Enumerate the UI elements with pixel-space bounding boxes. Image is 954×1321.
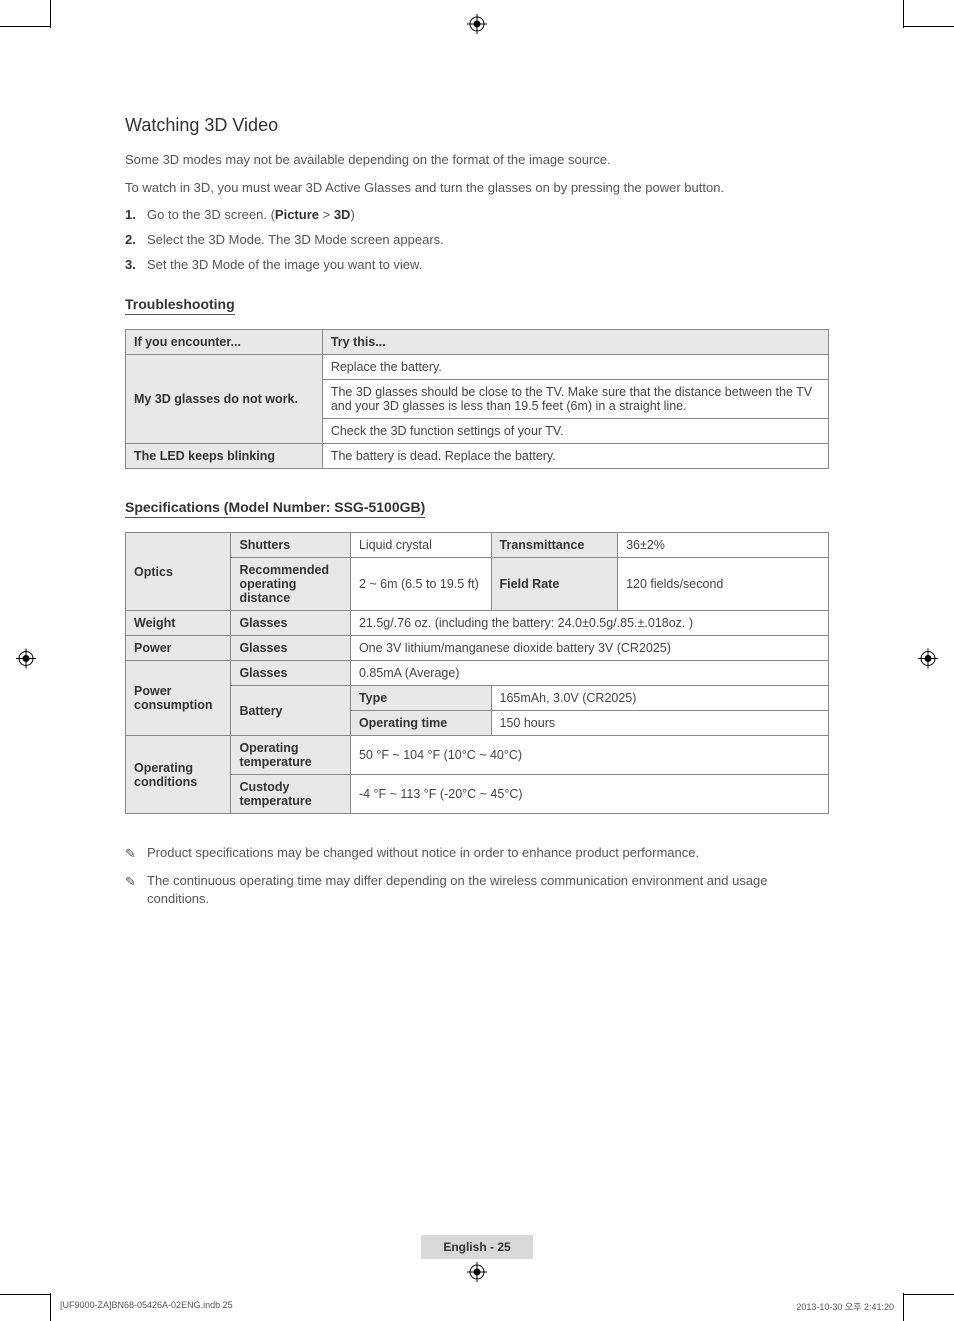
doc-meta-right: 2013-10-30 오후 2:41:20 — [796, 1300, 894, 1313]
note-icon: ✎ — [125, 873, 136, 891]
table-cell: The 3D glasses should be close to the TV… — [322, 380, 828, 419]
table-cell: 150 hours — [491, 711, 828, 736]
table-row-label: Type — [350, 686, 491, 711]
table-row-label: Power consumption — [126, 661, 231, 736]
table-row-label: Shutters — [231, 533, 351, 558]
table-cell: The battery is dead. Replace the battery… — [322, 444, 828, 469]
step-text: Set the 3D Mode of the image you want to… — [147, 257, 422, 272]
note-icon: ✎ — [125, 845, 136, 863]
step-number: 2. — [125, 232, 136, 247]
crop-mark — [0, 26, 50, 27]
table-cell: Liquid crystal — [350, 533, 491, 558]
note-text: Product specifications may be changed wi… — [147, 845, 699, 860]
intro-paragraph: Some 3D modes may not be available depen… — [125, 150, 829, 170]
page-content: Watching 3D Video Some 3D modes may not … — [0, 0, 954, 979]
step-item: 1. Go to the 3D screen. (Picture > 3D) — [125, 207, 829, 222]
step-item: 3. Set the 3D Mode of the image you want… — [125, 257, 829, 272]
step-text: Go to the 3D screen. (Picture > 3D) — [147, 207, 355, 222]
table-row-label: Optics — [126, 533, 231, 611]
table-cell: Replace the battery. — [322, 355, 828, 380]
table-row-label: My 3D glasses do not work. — [126, 355, 323, 444]
table-cell: 0.85mA (Average) — [350, 661, 828, 686]
crop-mark — [903, 0, 904, 28]
notes-list: ✎ Product specifications may be changed … — [125, 844, 829, 909]
table-header: Try this... — [322, 330, 828, 355]
table-row-label: Glasses — [231, 611, 351, 636]
table-cell: Check the 3D function settings of your T… — [322, 419, 828, 444]
document-meta: [UF9000-ZA]BN68-05426A-02ENG.indb 25 201… — [60, 1300, 894, 1313]
doc-meta-left: [UF9000-ZA]BN68-05426A-02ENG.indb 25 — [60, 1300, 233, 1313]
step-text: Select the 3D Mode. The 3D Mode screen a… — [147, 232, 444, 247]
table-header: If you encounter... — [126, 330, 323, 355]
section-title: Watching 3D Video — [125, 115, 829, 136]
table-cell: -4 °F ~ 113 °F (-20°C ~ 45°C) — [350, 775, 828, 814]
table-cell: 2 ~ 6m (6.5 to 19.5 ft) — [350, 558, 491, 611]
table-row-label: Operating temperature — [231, 736, 351, 775]
table-cell: 120 fields/second — [618, 558, 829, 611]
crop-mark — [50, 0, 51, 28]
table-row-label: Battery — [231, 686, 351, 736]
page-number: English - 25 — [421, 1235, 532, 1259]
table-row-label: Operating time — [350, 711, 491, 736]
table-row-label: Field Rate — [491, 558, 618, 611]
specifications-heading: Specifications (Model Number: SSG-5100GB… — [125, 499, 425, 518]
table-row-label: The LED keeps blinking — [126, 444, 323, 469]
crop-mark — [904, 1294, 954, 1295]
table-cell: 165mAh, 3.0V (CR2025) — [491, 686, 828, 711]
table-row-label: Glasses — [231, 661, 351, 686]
table-row-label: Transmittance — [491, 533, 618, 558]
table-row-label: Operating conditions — [126, 736, 231, 814]
table-row-label: Recommended operating distance — [231, 558, 351, 611]
steps-list: 1. Go to the 3D screen. (Picture > 3D) 2… — [125, 207, 829, 272]
step-item: 2. Select the 3D Mode. The 3D Mode scree… — [125, 232, 829, 247]
intro-paragraph: To watch in 3D, you must wear 3D Active … — [125, 178, 829, 198]
crop-mark — [0, 1294, 50, 1295]
note-item: ✎ The continuous operating time may diff… — [125, 872, 829, 908]
troubleshooting-heading: Troubleshooting — [125, 296, 235, 315]
step-number: 3. — [125, 257, 136, 272]
page-footer: English - 25 — [0, 1235, 954, 1259]
table-row-label: Weight — [126, 611, 231, 636]
crop-mark — [50, 1293, 51, 1321]
table-cell: One 3V lithium/manganese dioxide battery… — [350, 636, 828, 661]
table-cell: 50 °F ~ 104 °F (10°C ~ 40°C) — [350, 736, 828, 775]
crop-mark — [904, 26, 954, 27]
note-item: ✎ Product specifications may be changed … — [125, 844, 829, 862]
specifications-table: Optics Shutters Liquid crystal Transmitt… — [125, 532, 829, 814]
table-cell: 21.5g/.76 oz. (including the battery: 24… — [350, 611, 828, 636]
table-row-label: Power — [126, 636, 231, 661]
troubleshooting-table: If you encounter... Try this... My 3D gl… — [125, 329, 829, 469]
registration-mark-icon — [467, 1262, 487, 1287]
note-text: The continuous operating time may differ… — [147, 873, 768, 906]
step-number: 1. — [125, 207, 136, 222]
table-cell: 36±2% — [618, 533, 829, 558]
table-row-label: Glasses — [231, 636, 351, 661]
table-row-label: Custody temperature — [231, 775, 351, 814]
crop-mark — [903, 1293, 904, 1321]
